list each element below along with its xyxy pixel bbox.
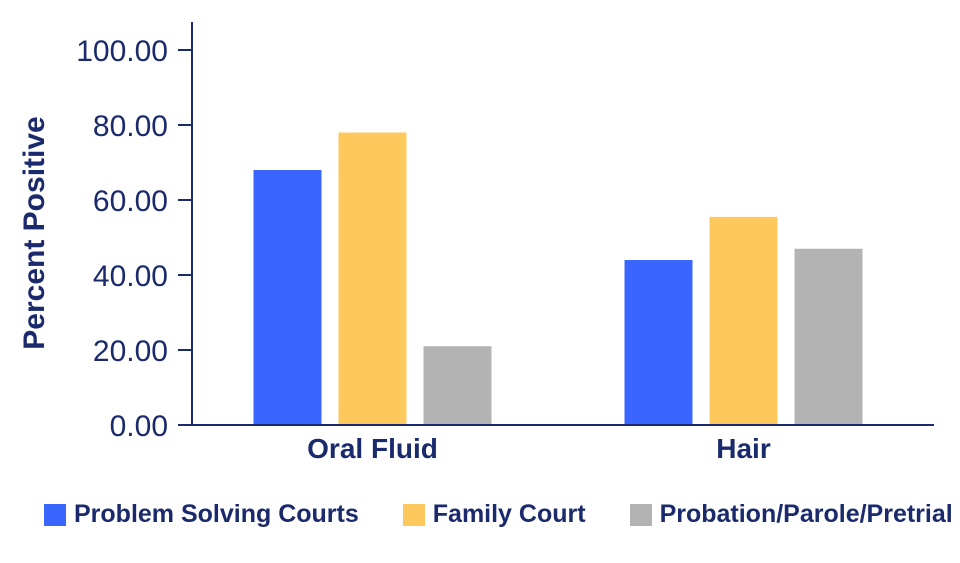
x-axis-categories: Oral Fluid Hair <box>307 433 771 464</box>
legend-item: Problem Solving Courts <box>44 500 359 529</box>
y-tick-label: 80.00 <box>93 110 168 143</box>
y-tick-label: 60.00 <box>93 185 168 218</box>
bar <box>423 346 492 425</box>
y-tick-label: 20.00 <box>93 335 168 368</box>
y-tick-label: 0.00 <box>110 410 168 443</box>
bar <box>253 170 322 425</box>
legend-swatch <box>629 503 652 526</box>
y-tick-label: 100.00 <box>76 35 168 68</box>
legend-label: Problem Solving Courts <box>74 500 359 528</box>
bar <box>338 132 407 425</box>
bar <box>709 216 778 425</box>
legend-item: Probation/Parole/Pretrial <box>629 500 953 529</box>
legend-label: Probation/Parole/Pretrial <box>659 500 953 528</box>
y-axis-ticks: 0.00 20.00 40.00 60.00 80.00 100.00 <box>76 35 192 443</box>
bar-chart: 0.00 20.00 40.00 60.00 80.00 100.00 Oral Flui… <box>18 22 934 464</box>
legend-item: Family Court <box>402 500 586 529</box>
x-category-label: Oral Fluid <box>307 433 438 464</box>
bar <box>794 248 863 425</box>
x-category-label: Hair <box>716 433 771 464</box>
legend-swatch <box>402 503 425 526</box>
bar <box>624 260 693 425</box>
y-tick-label: 40.00 <box>93 260 168 293</box>
y-axis-label: Percent Positive <box>18 116 51 349</box>
legend: Problem Solving Courts Family Court Probat… <box>44 500 960 529</box>
legend-label: Family Court <box>432 500 586 528</box>
legend-swatch <box>44 503 66 526</box>
bars <box>253 132 863 425</box>
